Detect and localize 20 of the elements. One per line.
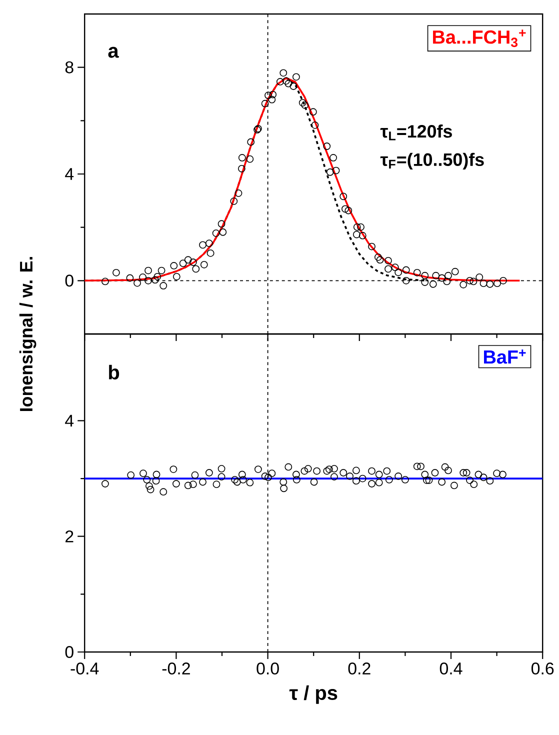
x-tick-label: 0.2 xyxy=(348,662,370,675)
y-tick-label: 4 xyxy=(65,168,74,180)
y-tick-label: 2 xyxy=(66,530,74,542)
y-tick-label: 8 xyxy=(65,61,74,74)
y-tick-label: 4 xyxy=(65,414,74,427)
y-tick-label: 0 xyxy=(65,646,74,658)
text: BaF$^{+}$ xyxy=(484,350,526,364)
x-axis-title: τ / ps xyxy=(289,685,338,704)
x-tick-label: 0.4 xyxy=(440,662,462,675)
x-tick-label: -0.4 xyxy=(70,662,99,675)
y-axis-title: Ionensignal / w. E. xyxy=(19,256,36,412)
x-tick-label: 0.6 xyxy=(531,662,554,675)
text: Ba...FCH$_{3}$+ xyxy=(433,30,526,48)
x-tick-label: 0.0 xyxy=(256,662,279,675)
annotation: a xyxy=(108,46,119,58)
x-tick-label: -0.2 xyxy=(162,662,190,675)
y-tick-label: 0 xyxy=(65,274,74,287)
annotation: b xyxy=(109,364,120,380)
text: τ$_{L}$=120fs xyxy=(380,124,452,140)
text: τ$_{F}$=(10..50)fs xyxy=(380,152,484,170)
